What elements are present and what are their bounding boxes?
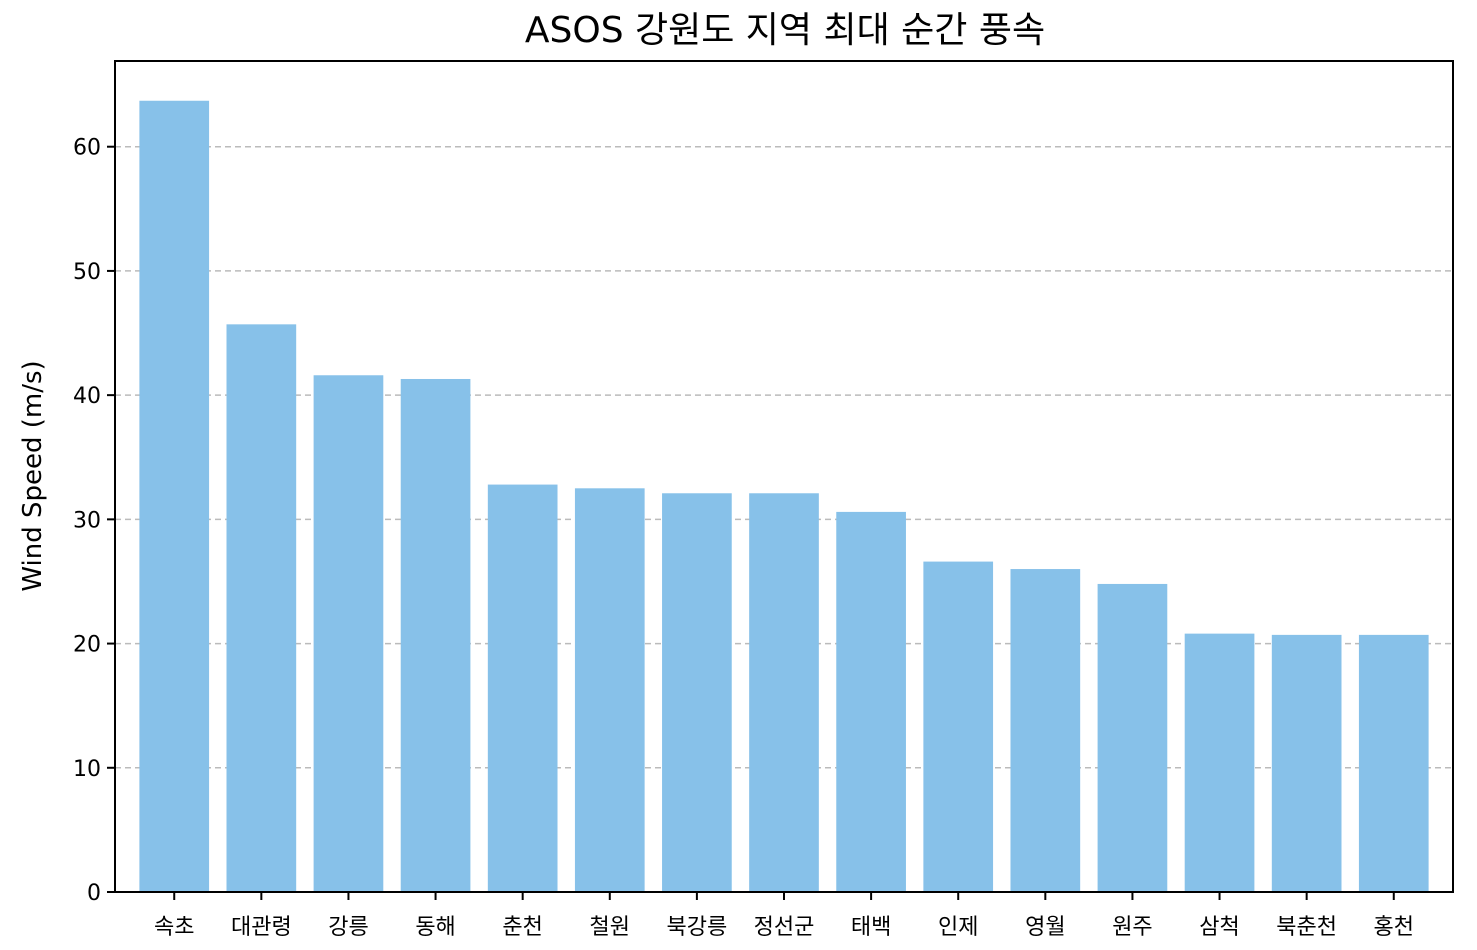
x-tick-label: 춘천 bbox=[502, 915, 542, 940]
bar-북강릉 bbox=[662, 493, 732, 892]
x-tick-label: 인제 bbox=[938, 915, 978, 940]
y-tick-label: 10 bbox=[73, 757, 101, 782]
x-tick-label: 원주 bbox=[1112, 915, 1152, 940]
bar-북춘천 bbox=[1271, 634, 1342, 892]
y-tick-label: 0 bbox=[87, 881, 101, 906]
x-tick-label: 태백 bbox=[851, 915, 891, 940]
y-tick-label: 40 bbox=[73, 384, 101, 409]
y-tick-label: 50 bbox=[73, 260, 101, 285]
bar-춘천 bbox=[487, 484, 558, 892]
x-tick-label: 철원 bbox=[590, 915, 630, 940]
x-tick-label: 홍천 bbox=[1374, 915, 1414, 940]
x-tick-label: 정선군 bbox=[754, 915, 815, 940]
x-tick-label: 북춘천 bbox=[1276, 915, 1337, 940]
x-tick-label: 강릉 bbox=[328, 915, 368, 940]
tick-labels: 0 10 20 30 40 50 60 속초 대관령 강릉 동해 춘천 철원 북강릉 정선군 태백 인제 영월 원주… bbox=[73, 136, 1414, 940]
bar-동해 bbox=[400, 378, 471, 892]
y-tick-label: 20 bbox=[73, 633, 101, 658]
bars bbox=[139, 100, 1429, 893]
bar-태백 bbox=[836, 511, 906, 892]
x-tick-label: 대관령 bbox=[231, 915, 292, 940]
axes bbox=[107, 60, 1454, 900]
bar-강릉 bbox=[313, 375, 384, 892]
bar-철원 bbox=[574, 488, 645, 892]
bar-인제 bbox=[923, 561, 994, 892]
x-tick-label: 동해 bbox=[415, 915, 455, 940]
x-tick-label: 북강릉 bbox=[667, 915, 728, 940]
y-tick-label: 30 bbox=[73, 508, 101, 533]
bar-홍천 bbox=[1358, 634, 1429, 892]
bar-원주 bbox=[1097, 583, 1168, 892]
x-tick-label: 속초 bbox=[154, 915, 194, 940]
y-tick-label: 60 bbox=[73, 136, 101, 161]
x-tick-label: 영월 bbox=[1025, 915, 1065, 940]
bar-속초 bbox=[139, 100, 210, 892]
y-axis-label: Wind Speed (m/s) bbox=[18, 360, 48, 591]
bar-정선군 bbox=[749, 493, 819, 892]
bar-대관령 bbox=[226, 324, 297, 893]
bar-영월 bbox=[1010, 569, 1081, 892]
bar-삼척 bbox=[1184, 633, 1255, 892]
x-tick-label: 삼척 bbox=[1199, 915, 1239, 940]
chart-title: ASOS 강원도 지역 최대 순간 풍속 bbox=[525, 10, 1045, 51]
